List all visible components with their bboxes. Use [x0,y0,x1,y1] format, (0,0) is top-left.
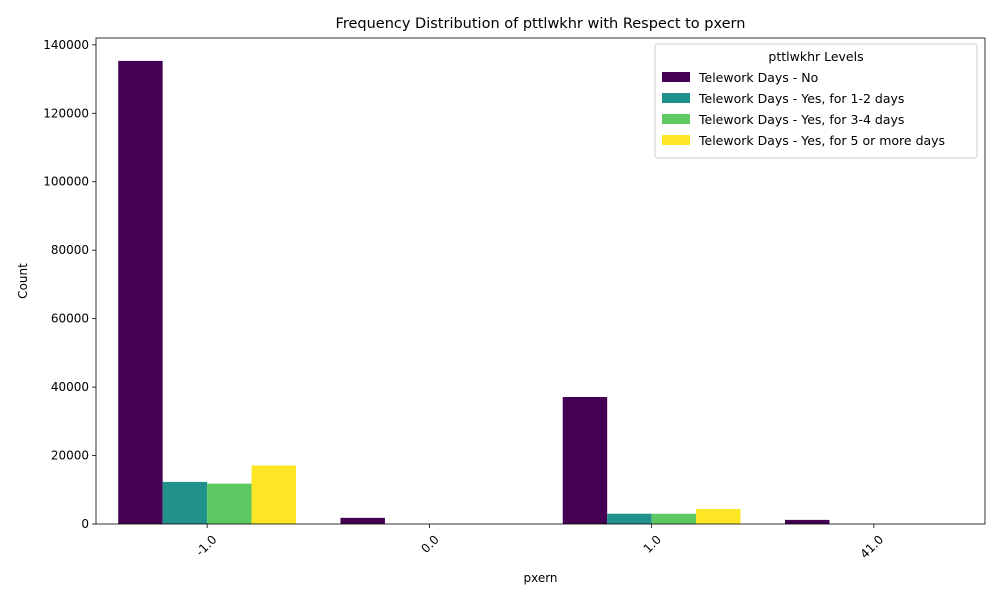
bar--1.0-series-4 [251,465,297,524]
legend-entry-label: Telework Days - Yes, for 1-2 days [698,91,904,106]
bar--1.0-series-3 [207,483,252,524]
bar-1.0-series-1 [562,397,608,524]
bar-41.0-series-1 [784,519,830,524]
x-tick-label: 0.0 [418,532,441,555]
x-axis-label: pxern [523,571,557,585]
y-axis-label: Count [16,263,30,299]
legend-swatch [662,135,690,145]
legend-box [654,43,978,159]
bar-1.0-series-3 [651,513,697,524]
legend-swatch [662,93,690,103]
x-tick-label: -1.0 [193,532,219,558]
legend-entry-label: Telework Days - Yes, for 3-4 days [698,112,904,127]
y-tick-label: 100000 [43,175,89,189]
legend-swatch [662,72,690,82]
y-tick-label: 80000 [51,243,89,257]
bar--1.0-series-2 [162,481,208,524]
y-tick-label: 40000 [51,380,89,394]
legend: pttlwkhr Levels Telework Days - No Telewo… [654,43,978,159]
bar-1.0-series-4 [696,508,741,524]
x-tick-label: 1.0 [641,532,664,555]
legend-entry-label: Telework Days - Yes, for 5 or more days [698,133,945,148]
y-tick-label: 140000 [43,38,89,52]
y-tick-label: 120000 [43,106,89,120]
y-tick-label: 20000 [51,449,89,463]
plot-area [118,60,830,525]
legend-title: pttlwkhr Levels [768,49,863,64]
chart-title: Frequency Distribution of pttlwkhr with … [336,16,746,32]
plot-frame [95,37,986,525]
y-tick-label: 60000 [51,312,89,326]
bar-0.0-series-1 [340,517,385,524]
y-tick-label: 0 [81,517,89,531]
bar--1.0-series-1 [118,60,163,525]
x-tick-label: 41.0 [857,532,886,561]
legend-entry-label: Telework Days - No [698,70,818,85]
bar-1.0-series-2 [607,513,652,524]
legend-swatch [662,114,690,124]
